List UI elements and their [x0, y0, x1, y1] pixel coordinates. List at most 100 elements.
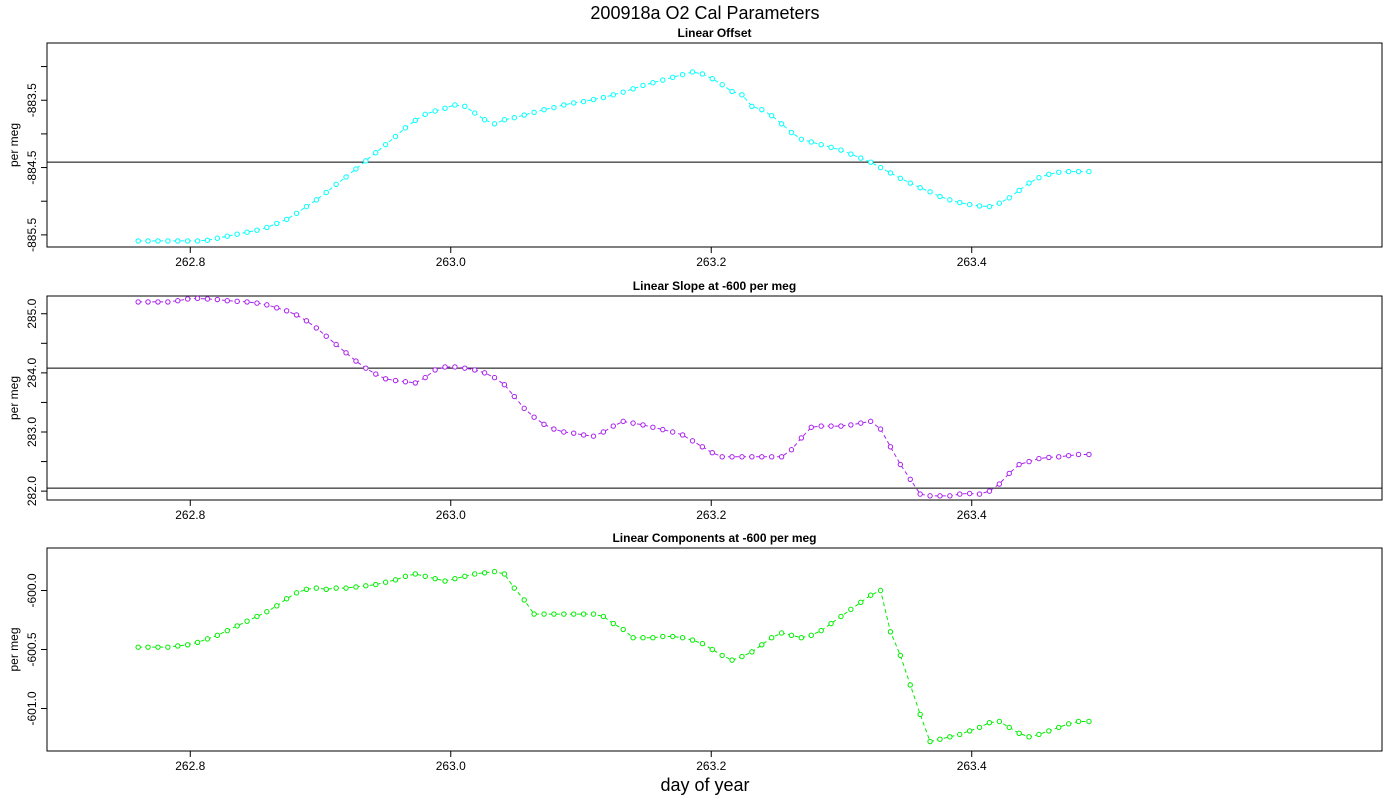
slope-data-point — [709, 449, 715, 456]
components-x-tick-label: 262.8 — [175, 759, 205, 773]
slope-data-point — [739, 454, 745, 460]
components-data-point — [293, 590, 300, 596]
components-data-point — [422, 573, 428, 580]
offset-data-point — [937, 193, 943, 200]
offset-data-point — [491, 121, 498, 127]
slope-data-point — [729, 454, 735, 460]
slope-data-point — [610, 423, 617, 429]
components-data-point — [887, 629, 894, 635]
components-data-point — [412, 571, 419, 577]
components-data-point — [986, 719, 993, 726]
offset-data-point — [798, 136, 805, 142]
components-data-point — [442, 578, 448, 584]
offset-data-point — [858, 155, 864, 161]
components-data-point — [402, 573, 409, 580]
offset-data-point — [907, 180, 913, 186]
slope-data-point — [462, 365, 468, 371]
offset-data-point — [1006, 195, 1012, 201]
slope-x-tick-label: 263.4 — [957, 508, 987, 522]
slope-data-point — [1086, 451, 1092, 458]
offset-data-point — [165, 238, 171, 244]
offset-data-point — [689, 69, 696, 75]
slope-data-point — [600, 429, 607, 435]
offset-data-point — [620, 89, 626, 95]
offset-data-point — [778, 121, 785, 127]
offset-data-point — [927, 189, 933, 195]
slope-data-point — [165, 299, 171, 305]
components-data-point — [867, 592, 874, 598]
offset-data-point — [412, 117, 419, 124]
offset-data-point — [194, 238, 201, 244]
offset-data-point — [373, 150, 379, 156]
components-data-point — [590, 611, 597, 617]
offset-data-point — [501, 117, 508, 123]
slope-x-tick-label: 262.8 — [175, 508, 205, 522]
offset-data-point — [848, 151, 854, 157]
components-data-point — [660, 633, 666, 640]
components-data-point — [184, 642, 191, 648]
offset-data-point — [274, 220, 280, 227]
components-data-point — [264, 609, 270, 615]
slope-data-point — [620, 418, 626, 425]
slope-data-point — [828, 423, 834, 429]
components-data-point — [620, 626, 626, 633]
components-data-point — [788, 632, 795, 639]
linear-offset-ylabel: per meg — [7, 123, 21, 167]
figure-title: 200918a O2 Cal Parameters — [590, 3, 819, 23]
offset-data-point — [739, 92, 745, 98]
slope-data-point — [363, 365, 369, 371]
slope-data-point — [293, 312, 300, 318]
components-data-point — [333, 585, 339, 591]
offset-data-point — [996, 200, 1003, 206]
slope-x-tick-label: 263.0 — [436, 508, 466, 522]
slope-data-point — [175, 298, 181, 304]
offset-data-point — [452, 102, 458, 108]
slope-data-point — [472, 367, 478, 373]
offset-data-point — [541, 106, 547, 113]
components-data-point — [897, 652, 904, 659]
slope-y-tick-label: 285.0 — [25, 298, 39, 328]
components-data-point — [1006, 724, 1012, 731]
components-data-point — [481, 570, 488, 576]
components-data-point — [976, 724, 983, 731]
components-data-point — [1065, 721, 1072, 727]
components-data-point — [571, 611, 577, 617]
components-data-point — [848, 606, 854, 613]
linear-components-title: Linear Components at -600 per meg — [612, 531, 816, 545]
offset-x-tick-label: 263.0 — [436, 255, 466, 269]
components-data-point — [739, 653, 745, 660]
components-data-point — [1046, 728, 1052, 734]
slope-data-point — [283, 308, 290, 314]
slope-data-point — [996, 481, 1003, 487]
offset-data-point — [224, 233, 230, 239]
components-data-point — [531, 611, 537, 617]
components-data-point — [254, 613, 260, 620]
offset-data-point — [709, 75, 715, 82]
offset-data-point — [551, 104, 557, 111]
components-data-point — [382, 579, 389, 585]
slope-data-point — [759, 454, 765, 460]
offset-data-point — [1016, 187, 1022, 194]
components-data-point — [373, 581, 379, 588]
components-data-point — [838, 613, 844, 620]
components-data-point — [759, 642, 765, 648]
offset-data-point — [580, 98, 587, 105]
components-data-point — [699, 640, 706, 647]
offset-data-point — [828, 144, 834, 151]
slope-x-tick-label: 263.2 — [696, 508, 726, 522]
slope-data-point — [630, 420, 636, 426]
slope-data-point — [986, 488, 993, 494]
offset-data-point — [293, 210, 300, 217]
slope-data-point — [274, 305, 280, 311]
slope-data-point — [689, 438, 696, 444]
offset-data-point — [363, 158, 369, 164]
slope-data-point — [145, 299, 151, 305]
components-data-point — [1086, 718, 1092, 725]
offset-data-point — [184, 238, 191, 244]
offset-data-point — [630, 86, 636, 92]
offset-data-point — [600, 94, 607, 101]
components-data-point — [392, 577, 399, 583]
linear-slope-ylabel: per meg — [7, 376, 21, 420]
offset-data-point — [590, 96, 597, 103]
slope-data-point — [957, 491, 963, 497]
